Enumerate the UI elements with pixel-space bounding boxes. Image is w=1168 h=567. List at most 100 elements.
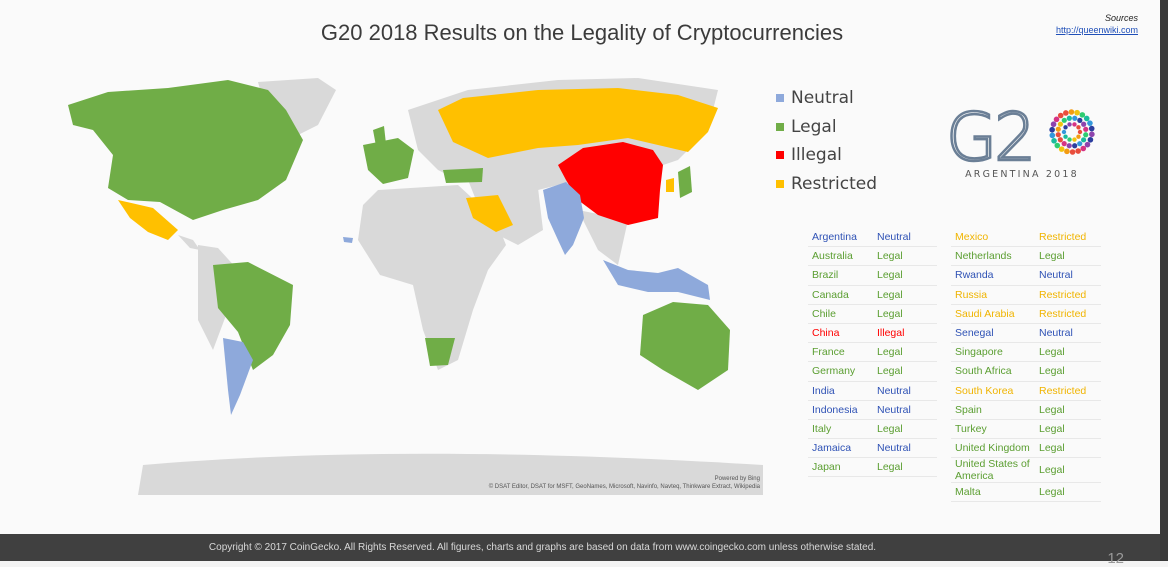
- table-row: Singapore Legal: [951, 343, 1101, 363]
- country-name: Italy: [812, 422, 832, 435]
- country-status: Restricted: [1039, 307, 1087, 320]
- country-name: Spain: [955, 403, 982, 416]
- south-korea-region: [666, 178, 674, 192]
- logo-dot: [1083, 115, 1090, 122]
- brazil-region: [213, 262, 293, 370]
- country-name: South Africa: [955, 365, 1012, 378]
- country-status: Legal: [877, 422, 903, 435]
- table-row: Jamaica Neutral: [808, 439, 937, 459]
- sources-block: Sources http://queenwiki.com: [1056, 12, 1138, 36]
- country-status: Legal: [1039, 250, 1065, 263]
- central-america-base: [178, 235, 200, 250]
- legend-item-restricted: Restricted: [776, 170, 877, 199]
- country-name: Netherlands: [955, 250, 1012, 263]
- table-row: Spain Legal: [951, 401, 1101, 420]
- logo-dot: [1057, 137, 1063, 143]
- g20-logo-text: G2: [946, 99, 1033, 176]
- country-name: Chile: [812, 307, 836, 320]
- logo-dot: [1066, 143, 1072, 149]
- logo-dot: [1057, 121, 1063, 127]
- legend-label: Legal: [791, 116, 837, 137]
- country-name: Malta: [955, 486, 981, 499]
- country-table-right: Mexico Restricted Netherlands Legal Rwanda Ne…: [951, 228, 1101, 503]
- table-row: South Korea Restricted: [951, 382, 1101, 401]
- logo-dot: [1064, 148, 1070, 155]
- country-status: Legal: [877, 365, 903, 378]
- table-row: Canada Legal: [808, 286, 937, 305]
- africa-shape: [358, 185, 506, 370]
- right-edge-bar: [1160, 0, 1168, 561]
- country-name: Jamaica: [812, 442, 852, 455]
- legend-swatch: [776, 122, 784, 131]
- logo-dot: [1069, 149, 1076, 155]
- logo-dot: [1083, 126, 1089, 132]
- table-row: Malta Legal: [951, 483, 1101, 503]
- logo-dot: [1063, 125, 1068, 130]
- country-status: Restricted: [1039, 384, 1087, 397]
- country-status: Neutral: [877, 231, 911, 244]
- legend-item-neutral: Neutral: [776, 84, 877, 113]
- g20-sun-icon: [1049, 109, 1095, 155]
- logo-dot: [1079, 112, 1086, 118]
- legend-swatch: [776, 94, 784, 103]
- country-name: Argentina: [812, 231, 857, 244]
- antarctica-shape: [138, 453, 763, 495]
- country-status: Neutral: [1039, 269, 1073, 282]
- country-status: Illegal: [877, 327, 905, 340]
- legal-regions: [68, 80, 730, 390]
- table-row: Mexico Restricted: [951, 228, 1101, 248]
- table-row: South Africa Legal: [951, 362, 1101, 382]
- australia-region: [640, 302, 730, 390]
- argentina-region: [223, 338, 253, 415]
- country-name: Germany: [812, 365, 856, 378]
- country-status: Legal: [1039, 365, 1065, 378]
- logo-dot: [1049, 132, 1056, 139]
- country-name: Mexico: [955, 231, 989, 244]
- logo-dot: [1072, 115, 1078, 121]
- logo-dot: [1061, 117, 1067, 123]
- footer-copyright: Copyright © 2017 CoinGecko. All Rights R…: [208, 542, 877, 553]
- country-status: Legal: [877, 346, 903, 359]
- logo-dot: [1055, 126, 1061, 132]
- logo-dot: [1072, 137, 1077, 142]
- logo-dot: [1077, 117, 1083, 123]
- country-name: India: [812, 384, 835, 397]
- logo-dot: [1089, 131, 1095, 138]
- table-row: Netherlands Legal: [951, 247, 1101, 267]
- table-row: Senegal Neutral: [951, 324, 1101, 344]
- table-row: Argentina Neutral: [808, 228, 937, 248]
- country-status: Legal: [877, 461, 903, 474]
- logo-dot: [1081, 121, 1087, 127]
- country-name: Turkey: [955, 422, 987, 435]
- turkey-region: [443, 168, 483, 183]
- jamaica-region: [343, 237, 353, 243]
- country-status: Legal: [877, 250, 903, 263]
- table-row: United States of America Legal: [951, 458, 1101, 484]
- logo-dot: [1058, 146, 1065, 152]
- table-row: Rwanda Neutral: [951, 266, 1101, 286]
- logo-dot: [1055, 132, 1061, 138]
- japan-region: [678, 166, 692, 198]
- sources-link[interactable]: http://queenwiki.com: [1055, 25, 1138, 35]
- table-row: Italy Legal: [808, 420, 937, 440]
- neutral-regions: [223, 182, 710, 415]
- legend-label: Illegal: [791, 145, 842, 166]
- logo-dot: [1072, 143, 1078, 149]
- mexico-region: [118, 200, 178, 240]
- logo-dot: [1076, 134, 1081, 139]
- logo-dot: [1083, 132, 1089, 138]
- country-name: Canada: [812, 288, 849, 301]
- logo-dot: [1051, 138, 1057, 144]
- country-status: Legal: [877, 307, 903, 320]
- restricted-regions: [118, 88, 718, 240]
- illegal-regions: [558, 142, 663, 225]
- country-status: Legal: [1039, 442, 1065, 455]
- country-name: South Korea: [955, 384, 1014, 397]
- logo-dot: [1084, 141, 1091, 148]
- country-name: United States of America: [955, 458, 1030, 483]
- footer-bar: Copyright © 2017 CoinGecko. All Rights R…: [0, 534, 1160, 567]
- table-row: Indonesia Neutral: [808, 401, 937, 420]
- western-europe-region: [363, 138, 414, 184]
- logo-dot: [1077, 129, 1083, 135]
- logo-dot: [1061, 129, 1067, 135]
